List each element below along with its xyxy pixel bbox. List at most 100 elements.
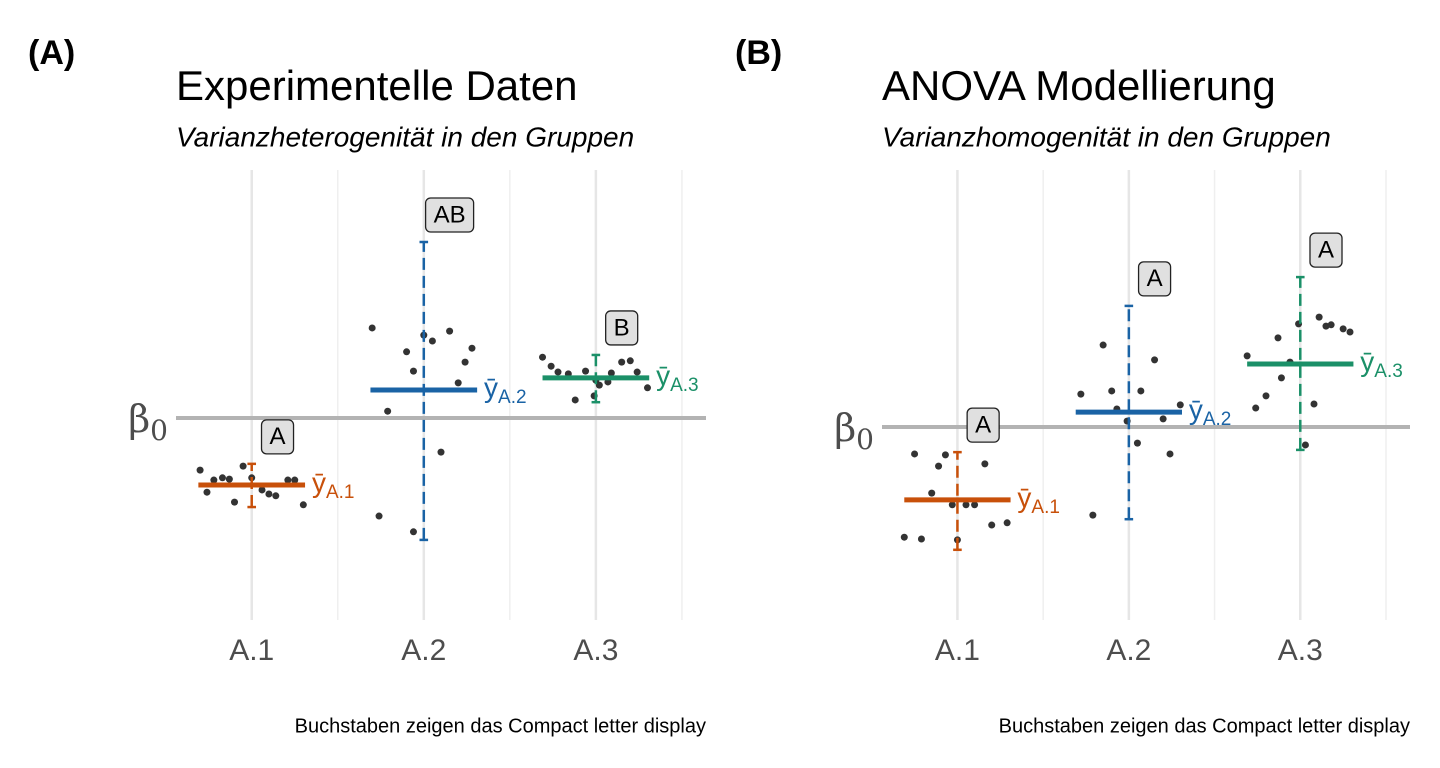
- mean-subscript: A.3: [670, 375, 699, 396]
- letter-text: B: [614, 314, 630, 341]
- data-point: [454, 379, 462, 387]
- mean-symbol: ȳ: [1189, 394, 1203, 425]
- data-point: [1274, 334, 1282, 342]
- data-point: [461, 358, 469, 366]
- mean-label: ȳA.3: [1360, 346, 1403, 382]
- chart-title: ANOVA Modellierung: [882, 62, 1276, 109]
- mean-symbol: ȳ: [312, 467, 326, 498]
- data-point: [1243, 352, 1251, 360]
- data-point: [1176, 401, 1184, 409]
- reference-subscript: 0: [856, 422, 874, 455]
- data-point: [272, 492, 280, 500]
- data-point: [935, 462, 943, 470]
- data-point: [1099, 341, 1107, 349]
- data-point: [210, 476, 218, 484]
- letter-box: [1309, 232, 1343, 268]
- data-point: [633, 368, 641, 376]
- x-tick-label: A.3: [1278, 634, 1323, 667]
- letter-label: B: [605, 310, 639, 346]
- mean-subscript: A.1: [1031, 497, 1060, 518]
- data-point: [971, 501, 979, 509]
- data-point: [446, 327, 454, 335]
- letter-label: A: [1137, 261, 1172, 297]
- letter-text: A: [1318, 236, 1334, 263]
- data-point: [571, 396, 579, 404]
- letter-box: [424, 197, 475, 233]
- data-point: [1166, 450, 1174, 458]
- data-point: [239, 462, 247, 470]
- data-point: [231, 498, 239, 506]
- data-point: [554, 368, 562, 376]
- data-point: [539, 353, 547, 361]
- letter-text: A: [270, 423, 286, 450]
- letter-text: AB: [434, 201, 466, 228]
- data-point: [1108, 387, 1116, 395]
- data-point: [1137, 387, 1145, 395]
- data-point: [941, 451, 949, 459]
- letter-label: AB: [424, 197, 475, 233]
- letter-label: A: [966, 407, 1000, 443]
- caption: Buchstaben zeigen das Compact letter dis…: [999, 715, 1410, 737]
- letter-box: [260, 419, 295, 455]
- reference-label: β0: [834, 405, 874, 455]
- letter-box: [966, 407, 1000, 443]
- x-tick-label: A.1: [935, 634, 980, 667]
- data-point: [265, 490, 273, 498]
- data-point: [1315, 313, 1323, 321]
- data-point: [1089, 511, 1097, 519]
- mean-symbol: ȳ: [484, 372, 498, 403]
- data-point: [948, 501, 956, 509]
- reference-symbol: β: [128, 396, 150, 440]
- mean-label: ȳA.1: [312, 467, 355, 503]
- data-point: [1262, 392, 1270, 400]
- data-point: [595, 381, 603, 389]
- data-point: [203, 488, 211, 496]
- chart-subtitle: Varianzheterogenität in den Gruppen: [176, 121, 634, 152]
- data-point: [981, 460, 989, 468]
- data-point: [1133, 439, 1141, 447]
- reference-label: β0: [128, 396, 168, 446]
- data-point: [643, 384, 651, 392]
- data-point: [196, 466, 204, 474]
- letter-label: A: [260, 419, 295, 455]
- data-point: [368, 324, 376, 332]
- panel-label: (B): [735, 34, 782, 72]
- data-point: [218, 474, 226, 482]
- data-point: [988, 521, 996, 529]
- data-point: [1277, 374, 1285, 382]
- data-point: [1151, 356, 1159, 364]
- mean-label: ȳA.2: [1189, 394, 1232, 430]
- data-point: [284, 476, 292, 484]
- data-point: [1003, 519, 1011, 527]
- caption: Buchstaben zeigen das Compact letter dis…: [295, 715, 706, 737]
- data-point: [428, 337, 436, 345]
- x-tick-label: A.2: [1106, 634, 1151, 667]
- data-point: [375, 512, 383, 520]
- data-point: [299, 501, 307, 509]
- mean-subscript: A.3: [1374, 361, 1403, 382]
- mean-subscript: A.1: [326, 482, 355, 503]
- chart-subtitle: Varianzhomogenität in den Gruppen: [882, 121, 1331, 152]
- data-point: [1159, 415, 1167, 423]
- data-point: [225, 475, 233, 483]
- data-point: [582, 367, 590, 375]
- mean-label: ȳA.1: [1017, 482, 1060, 518]
- chart-title: Experimentelle Daten: [176, 62, 578, 109]
- data-point: [547, 362, 555, 370]
- data-point: [1339, 325, 1347, 333]
- data-point: [618, 358, 626, 366]
- mean-label: ȳA.2: [484, 372, 527, 408]
- data-point: [403, 348, 411, 356]
- reference-symbol: β: [834, 405, 856, 449]
- data-point: [291, 476, 299, 484]
- letter-text: A: [1147, 265, 1163, 292]
- data-point: [911, 450, 919, 458]
- panel-label: (A): [28, 34, 75, 72]
- data-point: [962, 501, 970, 509]
- data-point: [384, 407, 392, 415]
- letter-box: [1137, 261, 1172, 297]
- data-point: [409, 367, 417, 375]
- mean-symbol: ȳ: [1017, 482, 1031, 513]
- mean-label: ȳA.3: [656, 360, 699, 396]
